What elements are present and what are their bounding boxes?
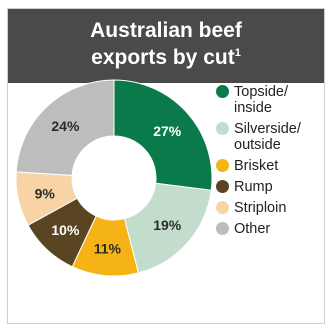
legend-label-silverside-line2: outside xyxy=(234,137,281,153)
legend-label-striploin: Striploin xyxy=(234,200,287,216)
legend-swatch-rump xyxy=(216,180,229,193)
chart-title-line1: Australian beef xyxy=(90,19,242,42)
legend-label-topside-line1: Topside/ xyxy=(234,84,289,100)
legend-label-silverside-line1: Silverside/ xyxy=(234,121,301,137)
legend-swatch-brisket xyxy=(216,159,229,172)
legend-item-silverside: Silverside/ outside xyxy=(216,121,316,153)
legend-label-brisket: Brisket xyxy=(234,158,279,174)
data-label-brisket: 11% xyxy=(94,241,122,257)
legend-item-rump: Rump xyxy=(216,179,316,195)
donut-slice-silverside-outside xyxy=(123,182,212,274)
legend-item-topside: Topside/ inside xyxy=(216,84,316,116)
legend-swatch-striploin xyxy=(216,201,229,214)
chart-title-line2: exports by cut xyxy=(91,46,235,69)
legend-label-other: Other xyxy=(234,221,271,237)
data-label-silverside-outside: 19% xyxy=(153,217,182,233)
data-label-other: 24% xyxy=(51,118,80,134)
legend-item-brisket: Brisket xyxy=(216,158,316,174)
legend-swatch-other xyxy=(216,222,229,235)
legend-item-other: Other xyxy=(216,221,316,237)
donut-slice-topside-inside xyxy=(113,79,213,191)
legend-swatch-silverside xyxy=(216,122,229,135)
legend-item-striploin: Striploin xyxy=(216,200,316,216)
chart-legend: Topside/ inside Silverside/ outside Bris… xyxy=(216,84,316,242)
legend-label-topside-line2: inside xyxy=(234,100,272,116)
legend-swatch-topside xyxy=(216,85,229,98)
chart-title: Australian beef exports by cut1 xyxy=(8,9,324,71)
legend-label-rump: Rump xyxy=(234,179,273,195)
data-label-topside-inside: 27% xyxy=(153,123,182,139)
donut-slice-other xyxy=(15,79,115,176)
data-label-striploin: 9% xyxy=(35,185,56,201)
chart-header: Australian beef exports by cut1 xyxy=(8,9,324,83)
footnote-marker: 1 xyxy=(234,47,241,59)
data-label-rump: 10% xyxy=(51,222,80,238)
donut-chart: 27% 19% 11% 10% 9% 24% xyxy=(15,79,213,277)
